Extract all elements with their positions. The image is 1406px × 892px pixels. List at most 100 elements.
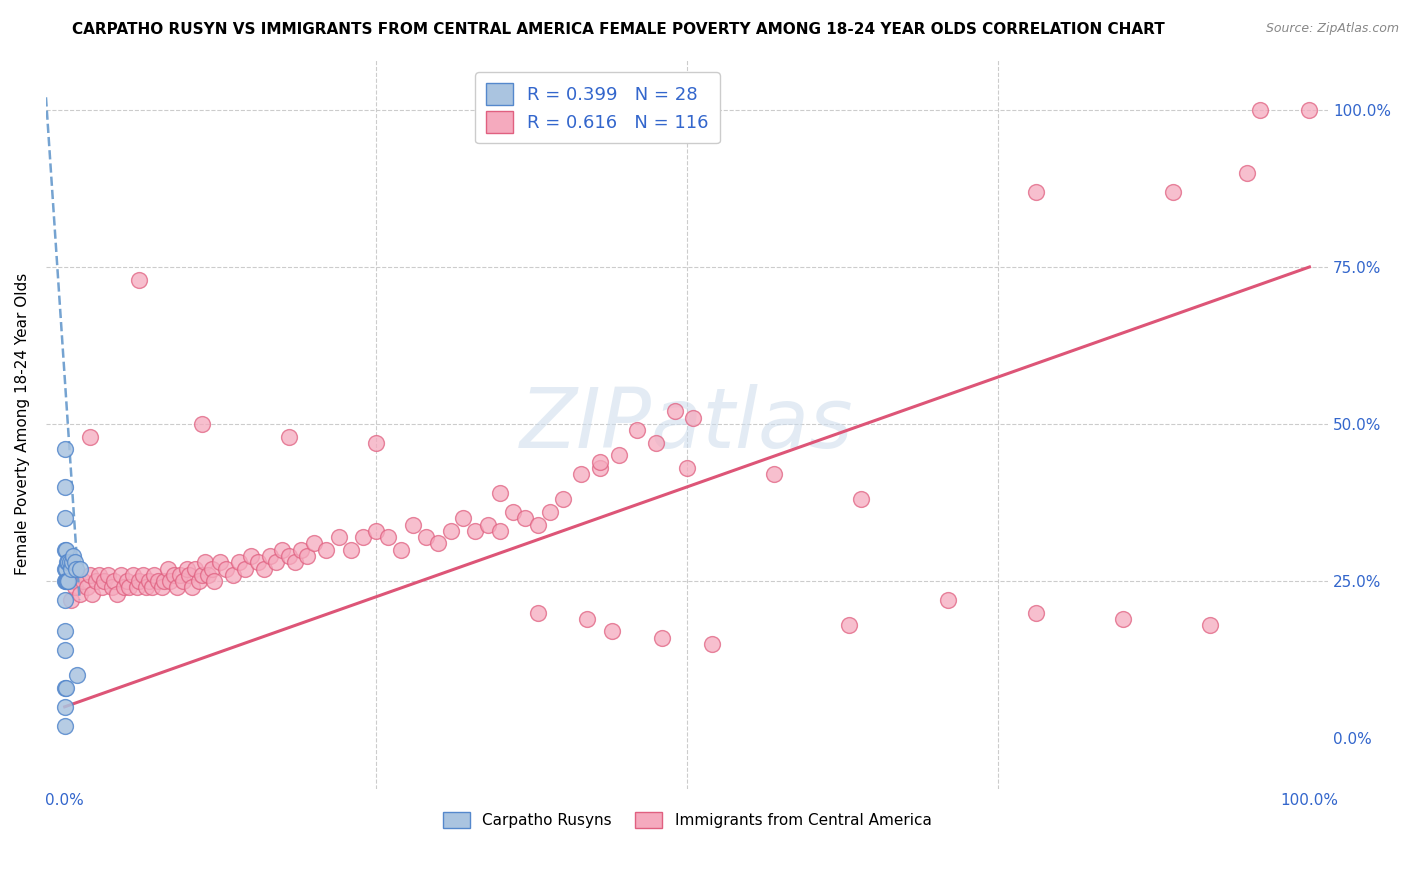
Point [59, 555, 82, 569]
Point [200, 561, 222, 575]
Point [118, 581, 141, 595]
Point [188, 574, 211, 589]
Point [128, 272, 150, 286]
Point [53, 574, 76, 589]
Point [69, 561, 91, 575]
Point [228, 555, 250, 569]
Point [190, 417, 212, 431]
Point [626, 423, 648, 437]
Point [259, 549, 281, 563]
Point [150, 581, 173, 595]
Point [56, 555, 79, 569]
Point [53, 593, 76, 607]
Point [66, 668, 89, 682]
Point [277, 549, 299, 563]
Point [53, 442, 76, 457]
Point [159, 574, 181, 589]
Point [59, 561, 82, 575]
Point [202, 574, 225, 589]
Point [141, 581, 163, 595]
Point [427, 536, 450, 550]
Point [89, 567, 111, 582]
Point [502, 505, 524, 519]
Point [526, 606, 548, 620]
Point [62, 549, 84, 563]
Point [1298, 103, 1320, 117]
Point [352, 530, 374, 544]
Point [645, 436, 668, 450]
Point [538, 505, 561, 519]
Point [364, 524, 387, 538]
Point [58, 555, 80, 569]
Point [651, 631, 673, 645]
Point [851, 492, 873, 507]
Point [222, 567, 245, 582]
Point [439, 524, 461, 538]
Point [169, 567, 191, 582]
Point [240, 549, 263, 563]
Point [125, 581, 148, 595]
Point [135, 581, 157, 595]
Point [56, 574, 79, 589]
Point [290, 542, 312, 557]
Point [477, 517, 499, 532]
Point [209, 555, 232, 569]
Point [451, 511, 474, 525]
Point [93, 574, 115, 589]
Point [62, 574, 84, 589]
Point [103, 574, 125, 589]
Point [65, 561, 87, 575]
Legend: Carpatho Rusyns, Immigrants from Central America: Carpatho Rusyns, Immigrants from Central… [434, 805, 939, 836]
Point [101, 581, 124, 595]
Point [184, 561, 207, 575]
Point [55, 574, 77, 589]
Point [700, 637, 723, 651]
Point [197, 567, 219, 582]
Point [60, 555, 83, 569]
Point [53, 643, 76, 657]
Point [166, 581, 188, 595]
Point [589, 461, 612, 475]
Point [676, 461, 699, 475]
Point [128, 574, 150, 589]
Point [132, 567, 155, 582]
Point [53, 542, 76, 557]
Point [253, 561, 276, 575]
Point [172, 574, 194, 589]
Point [271, 542, 294, 557]
Point [91, 581, 114, 595]
Point [1112, 612, 1135, 626]
Point [763, 467, 786, 482]
Point [80, 587, 103, 601]
Point [551, 492, 574, 507]
Point [315, 542, 337, 557]
Text: Source: ZipAtlas.com: Source: ZipAtlas.com [1265, 22, 1399, 36]
Y-axis label: Female Poverty Among 18-24 Year Olds: Female Poverty Among 18-24 Year Olds [15, 273, 30, 575]
Point [79, 429, 101, 443]
Point [938, 593, 960, 607]
Point [1199, 618, 1222, 632]
Point [215, 561, 238, 575]
Point [489, 524, 512, 538]
Text: CARPATHO RUSYN VS IMMIGRANTS FROM CENTRAL AMERICA FEMALE POVERTY AMONG 18-24 YEA: CARPATHO RUSYN VS IMMIGRANTS FROM CENTRA… [72, 22, 1166, 37]
Point [297, 549, 319, 563]
Point [53, 681, 76, 695]
Point [180, 581, 202, 595]
Point [190, 567, 212, 582]
Point [402, 517, 425, 532]
Point [63, 555, 86, 569]
Point [53, 511, 76, 525]
Point [302, 536, 325, 550]
Point [69, 587, 91, 601]
Point [464, 524, 486, 538]
Point [602, 624, 624, 639]
Point [364, 436, 387, 450]
Point [110, 567, 132, 582]
Point [389, 542, 412, 557]
Point [63, 581, 86, 595]
Point [377, 530, 399, 544]
Point [53, 719, 76, 733]
Point [53, 624, 76, 639]
Point [138, 574, 160, 589]
Point [526, 517, 548, 532]
